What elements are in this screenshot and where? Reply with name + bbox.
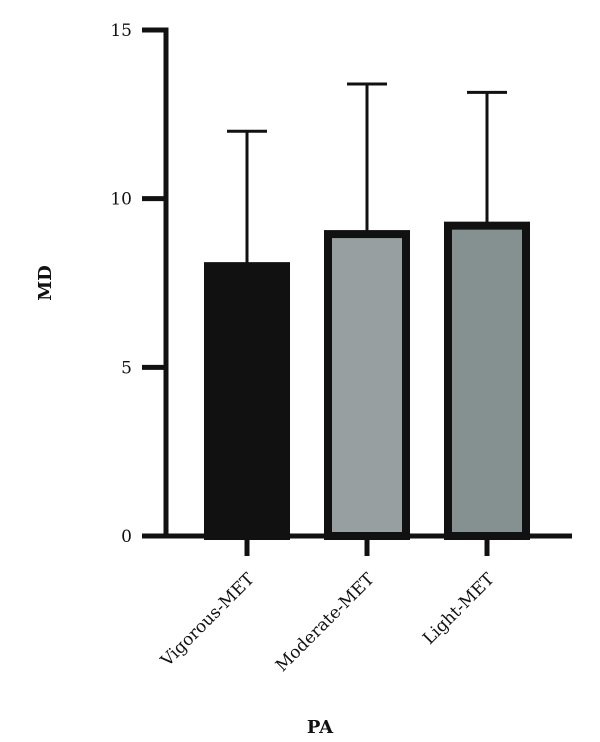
x-tick-label: Moderate-MET: [272, 569, 379, 676]
x-axis-ticks: Vigorous-MET Moderate-MET Light-MET: [156, 536, 499, 676]
y-axis-ticks: 0 5 10 15: [110, 21, 166, 547]
y-tick-label: 10: [110, 190, 132, 210]
y-tick-label: 15: [110, 21, 132, 41]
x-axis-title: PA: [307, 717, 334, 738]
bar: [204, 262, 290, 540]
y-tick-label: 5: [121, 358, 132, 378]
bars: [204, 221, 530, 541]
x-tick-label: Vigorous-MET: [156, 569, 259, 672]
y-axis-title: MD: [35, 265, 56, 301]
x-tick-label: Light-MET: [419, 569, 499, 649]
bar: [444, 221, 530, 541]
bar: [324, 230, 410, 540]
y-tick-label: 0: [121, 527, 132, 547]
error-bars: [227, 82, 507, 267]
